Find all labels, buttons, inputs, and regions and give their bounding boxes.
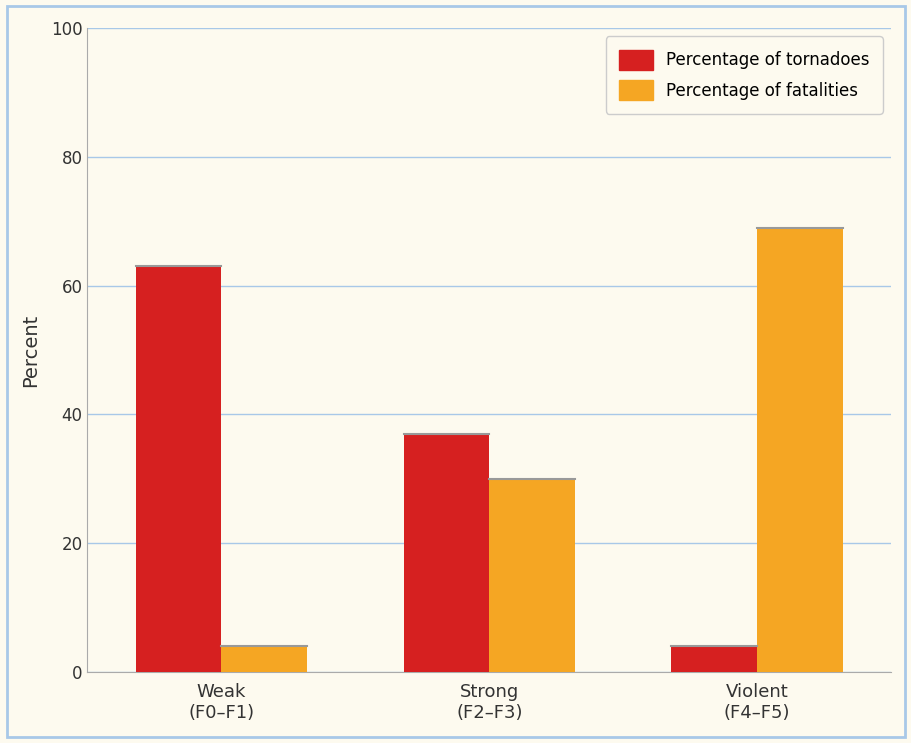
Bar (221, 646, 307, 672)
Bar (489, 479, 575, 672)
Bar (756, 227, 842, 672)
Bar (136, 266, 221, 672)
Legend: Percentage of tornadoes, Percentage of fatalities: Percentage of tornadoes, Percentage of f… (605, 36, 882, 114)
Bar (670, 646, 756, 672)
Bar (404, 434, 489, 672)
Y-axis label: Percent: Percent (21, 314, 40, 386)
